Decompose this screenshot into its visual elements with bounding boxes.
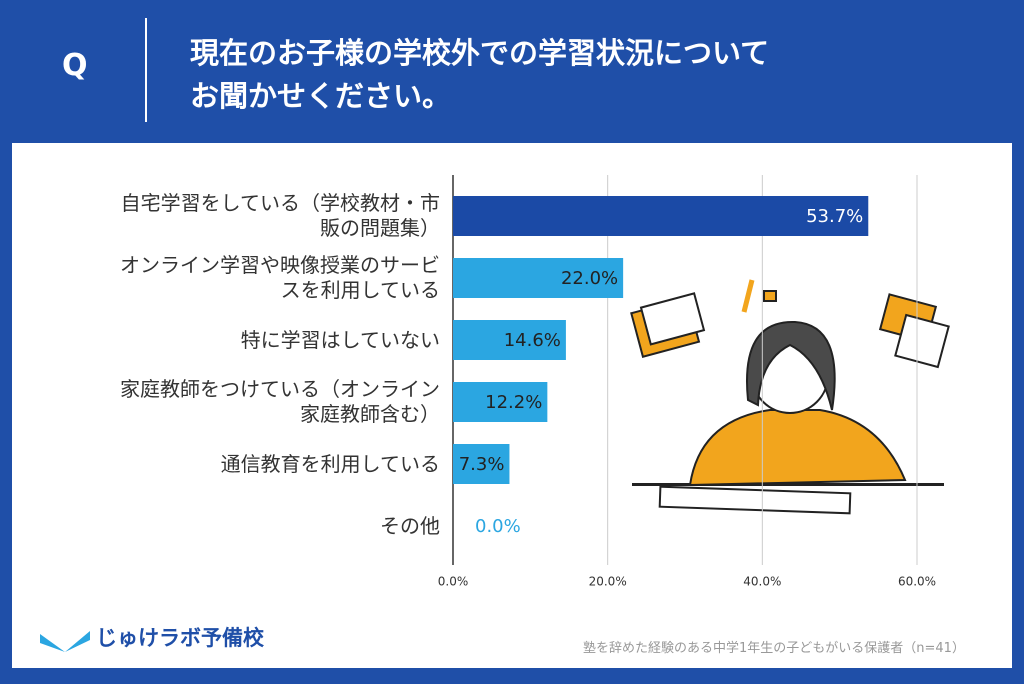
category-label: 自宅学習をしている（学校教材・市販の問題集） bbox=[120, 191, 440, 240]
q-mark: Q bbox=[62, 48, 88, 83]
x-tick-label: 0.0% bbox=[438, 575, 469, 589]
value-label: 12.2% bbox=[485, 392, 542, 413]
x-tick-label: 20.0% bbox=[589, 575, 627, 589]
x-tick-label: 60.0% bbox=[898, 575, 936, 589]
bar bbox=[453, 320, 566, 360]
title-line: お聞かせください。 bbox=[190, 79, 452, 113]
value-label: 7.3% bbox=[459, 454, 505, 475]
category-label: オンライン学習や映像授業のサービスを利用している bbox=[120, 253, 440, 302]
footnote: 塾を辞めた経験のある中学1年生の子どもがいる保護者（n=41） bbox=[583, 641, 965, 656]
bar bbox=[453, 382, 548, 422]
title-line: 現在のお子様の学校外での学習状況について bbox=[190, 36, 770, 70]
bar bbox=[453, 444, 510, 484]
logo-text: じゅけラボ予備校 bbox=[96, 626, 264, 650]
bar bbox=[453, 196, 869, 236]
title: 現在のお子様の学校外での学習状況について お聞かせください。 bbox=[190, 32, 769, 118]
category-label: 特に学習はしていない bbox=[240, 327, 440, 352]
value-label: 22.0% bbox=[561, 268, 618, 289]
value-label: 14.6% bbox=[504, 330, 561, 351]
value-label: 0.0% bbox=[475, 516, 521, 537]
value-label: 53.7% bbox=[806, 206, 863, 227]
category-label: 通信教育を利用している bbox=[220, 451, 440, 476]
divider bbox=[145, 18, 147, 122]
illustration bbox=[630, 279, 950, 515]
category-label: 家庭教師をつけている（オンライン家庭教師含む） bbox=[120, 377, 440, 426]
category-label: その他 bbox=[380, 513, 440, 538]
x-tick-label: 40.0% bbox=[743, 575, 781, 589]
bar bbox=[453, 258, 624, 298]
